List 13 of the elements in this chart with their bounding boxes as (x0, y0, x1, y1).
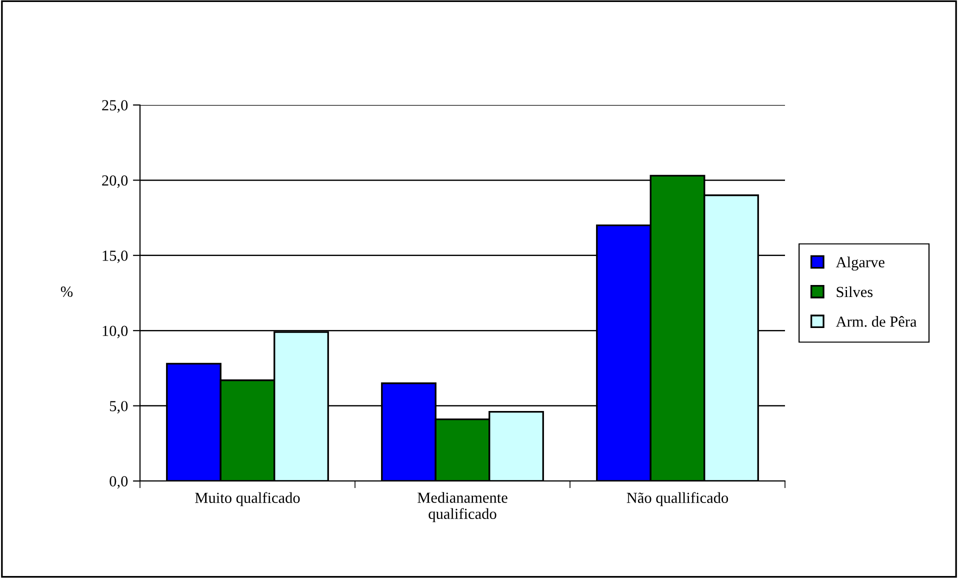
x-tick-label: Medianamente qualificado (418, 492, 508, 522)
legend-label: Arm. de Pêra (836, 316, 917, 327)
x-tick-label: Não quallificado (626, 492, 728, 506)
y-tick-label: 5,0 (110, 400, 128, 414)
y-tick-label: 10,0 (102, 326, 128, 338)
y-axis-title: % (60, 286, 73, 297)
y-tick-label: 20,0 (102, 175, 128, 188)
legend-label: Algarve (836, 256, 884, 271)
legend-label: Silves (836, 286, 873, 298)
x-tick-label: Muito qualficado (195, 492, 300, 506)
y-tick-label: 0,0 (110, 476, 128, 489)
y-tick-label: 25,0 (102, 100, 128, 113)
y-tick-label: 15,0 (102, 250, 128, 264)
